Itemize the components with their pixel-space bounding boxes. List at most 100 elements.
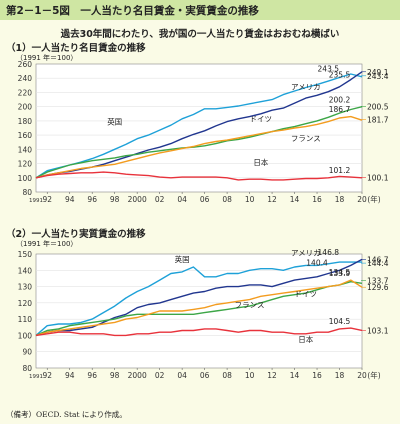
nominal-x-tick-label: 10 xyxy=(245,195,255,204)
nominal-y-tick-label: 220 xyxy=(18,88,33,97)
real-wage-chart: 80 90 100 110 120 130 140 150 1991 92 94 96 98 2000 02… xyxy=(18,248,389,380)
nominal-y-tick-label: 160 xyxy=(18,131,33,140)
panel2-title: （2）一人当たり実質賃金の推移 xyxy=(6,229,146,240)
real-data-label: 104.5 xyxy=(329,317,351,326)
real-x-tick-label: 10 xyxy=(245,371,255,380)
nominal-x-tick-label: 1991 xyxy=(29,198,43,204)
nominal-y-tick-label: 80 xyxy=(22,188,32,197)
real-series-line xyxy=(35,327,363,337)
source-note: （備考）OECD. Stat により作成。 xyxy=(6,410,127,419)
real-x-tick-label: 02 xyxy=(155,371,165,380)
real-y-tick-label: 130 xyxy=(18,283,33,292)
nominal-wage-chart: 80 100 120 140 160 180 200 220 240 260 1991 92 94 96 9… xyxy=(18,60,389,204)
real-series-label: アメリカ xyxy=(291,249,321,258)
nominal-x-tick-label: 14 xyxy=(290,195,300,204)
real-x-tick-label: 94 xyxy=(65,371,75,380)
nominal-series-label: 日本 xyxy=(253,157,268,167)
nominal-y-tick-label: 240 xyxy=(18,74,33,83)
nominal-end-value-label: 200.5 xyxy=(367,102,389,111)
nominal-data-label: 243.5 xyxy=(318,65,340,74)
nominal-x-tick-label: 04 xyxy=(177,195,187,204)
real-data-label: 134.5 xyxy=(329,268,351,277)
nominal-end-value-label: 100.1 xyxy=(367,174,389,183)
panel1-base-note: （1991 年＝100） xyxy=(16,54,78,62)
real-series-label: 日本 xyxy=(298,334,313,344)
nominal-y-tick-label: 120 xyxy=(18,160,33,169)
nominal-data-label: 235.5 xyxy=(329,70,351,79)
real-x-tick-label: 92 xyxy=(42,371,52,380)
nominal-y-tick-label: 260 xyxy=(18,60,33,69)
real-series-label: ドイツ xyxy=(295,289,318,298)
nominal-series-line xyxy=(35,73,363,179)
nominal-y-tick-label: 180 xyxy=(18,117,33,126)
nominal-x-tick-label: 94 xyxy=(65,195,75,204)
nominal-y-tick-label: 100 xyxy=(18,174,33,183)
figure-title: 第2－1－5図 一人当たり名目賃金・実質賃金の推移 xyxy=(6,5,259,17)
real-x-tick-label: 1991 xyxy=(29,374,43,380)
real-x-tick-label: 98 xyxy=(110,371,120,380)
real-x-tick-label: 04 xyxy=(177,371,187,380)
real-y-tick-label: 100 xyxy=(18,331,33,340)
nominal-end-value-label: 249.1 xyxy=(367,68,389,77)
nominal-x-tick-label: 12 xyxy=(267,195,277,204)
nominal-y-tick-label: 200 xyxy=(18,103,33,112)
real-y-tick-label: 120 xyxy=(18,299,33,308)
figure-header: 第2－1－5図 一人当たり名目賃金・実質賃金の推移 xyxy=(0,0,400,20)
real-x-tick-label: 12 xyxy=(267,371,277,380)
panel2-base-note: （1991 年＝100） xyxy=(16,240,78,248)
real-x-tick-label: 20 xyxy=(357,371,367,380)
nominal-series-label: ドイツ xyxy=(250,115,273,124)
nominal-data-label: 101.2 xyxy=(329,166,351,175)
real-y-tick-label: 90 xyxy=(22,348,32,357)
real-data-label: 133.9 xyxy=(329,269,351,278)
real-data-label: 146.8 xyxy=(318,248,340,257)
nominal-x-tick-label: 96 xyxy=(87,195,97,204)
real-x-tick-label: 14 xyxy=(290,371,300,380)
real-y-tick-label: 80 xyxy=(22,364,32,373)
real-y-tick-label: 150 xyxy=(18,250,33,259)
nominal-x-tick-label: 06 xyxy=(200,195,210,204)
real-x-tick-label: 96 xyxy=(87,371,97,380)
real-end-value-label: 129.6 xyxy=(367,283,389,292)
real-series-label: フランス xyxy=(235,301,265,310)
real-series-line xyxy=(35,261,362,336)
nominal-series-line xyxy=(35,171,363,181)
real-end-value-label: 146.7 xyxy=(367,255,389,264)
real-data-label: 140.4 xyxy=(306,259,328,268)
real-y-tick-label: 140 xyxy=(18,266,33,275)
nominal-series-label: 英国 xyxy=(107,116,122,126)
nominal-series-label: アメリカ xyxy=(291,83,321,92)
nominal-data-label: 186.7 xyxy=(329,105,351,114)
real-x-tick-label: 06 xyxy=(200,371,210,380)
real-end-value-label: 144.4 xyxy=(367,259,389,268)
nominal-x-tick-label: 92 xyxy=(42,195,52,204)
nominal-data-label: 200.2 xyxy=(329,96,351,105)
real-x-tick-label: 18 xyxy=(335,371,345,380)
real-end-value-label: 133.7 xyxy=(367,277,389,286)
real-series-label: 英国 xyxy=(175,254,190,264)
nominal-x-tick-label: 18 xyxy=(335,195,345,204)
real-plot-area xyxy=(35,253,363,369)
real-end-value-label: 103.1 xyxy=(367,326,389,335)
nominal-series-label: フランス xyxy=(291,134,321,143)
real-y-tick-label: 110 xyxy=(18,315,33,324)
nominal-end-value-label: 243.4 xyxy=(367,72,389,81)
nominal-x-tick-label: 16 xyxy=(312,195,322,204)
real-x-tick-label: 2000 xyxy=(128,371,147,380)
nominal-y-tick-label: 140 xyxy=(18,145,33,154)
nominal-series-line xyxy=(35,115,363,179)
real-x-tick-label: 08 xyxy=(222,371,232,380)
real-series-line xyxy=(35,258,363,337)
nominal-x-tick-label: 08 xyxy=(222,195,232,204)
real-x-axis-unit: (年) xyxy=(367,370,380,380)
nominal-end-value-label: 181.7 xyxy=(367,116,389,125)
nominal-x-tick-label: 20 xyxy=(357,195,367,204)
nominal-series-line xyxy=(35,106,363,179)
real-series-line xyxy=(35,281,363,337)
figure-subtitle: 過去30年間にわたり、我が国の一人当たり賃金はおおむね横ばい xyxy=(60,29,340,40)
panel1-title: （1）一人当たり名目賃金の推移 xyxy=(6,43,146,54)
nominal-x-tick-label: 98 xyxy=(110,195,120,204)
nominal-x-tick-label: 02 xyxy=(155,195,165,204)
nominal-x-axis-unit: (年) xyxy=(367,194,380,204)
nominal-x-tick-label: 2000 xyxy=(128,195,147,204)
